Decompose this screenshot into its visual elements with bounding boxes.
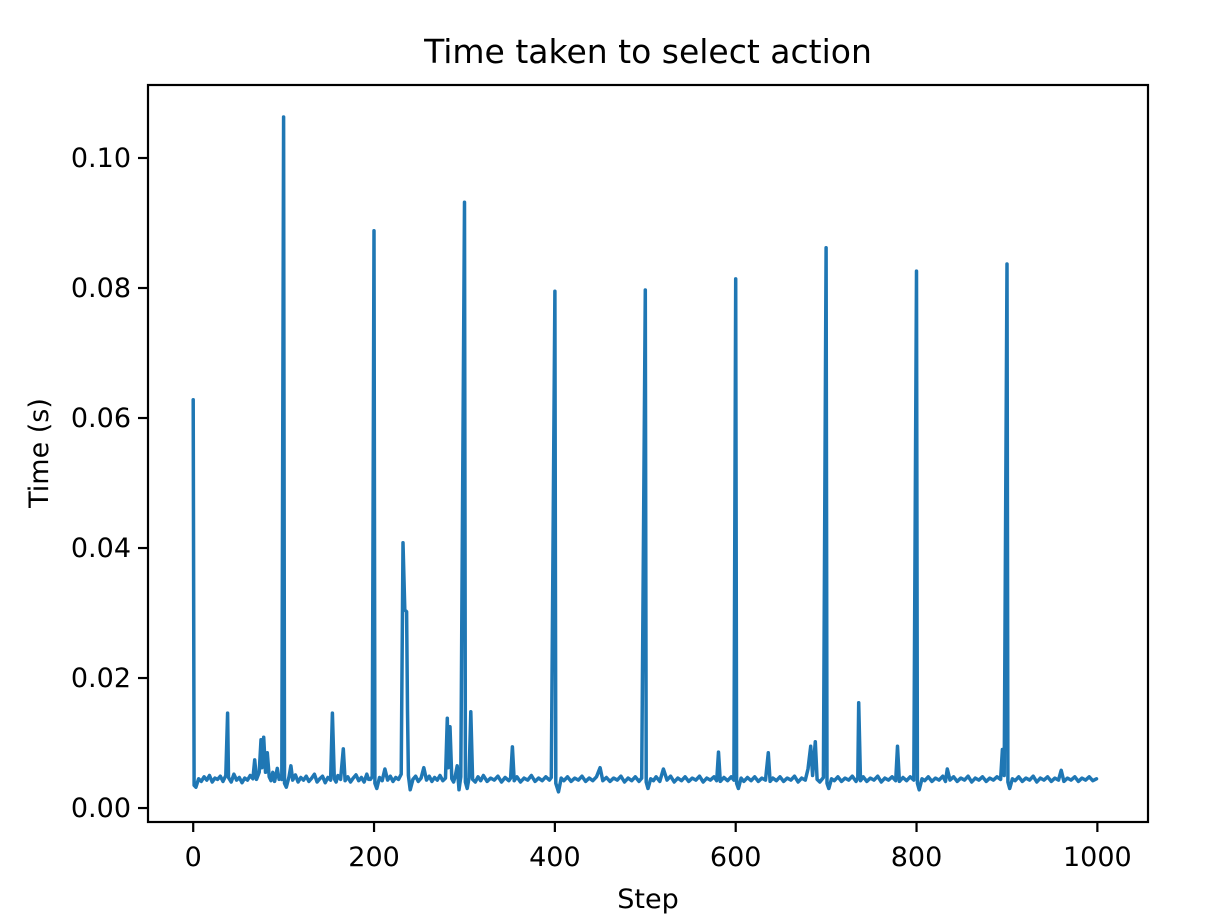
time-series-line bbox=[191, 115, 1099, 794]
plot-area-border bbox=[146, 83, 1150, 824]
x-tick-label: 600 bbox=[710, 842, 762, 873]
y-tick-label: 0.10 bbox=[71, 143, 131, 174]
data-series-layer bbox=[191, 115, 1099, 794]
y-tick-label: 0.00 bbox=[71, 793, 131, 824]
x-tick-label: 800 bbox=[891, 842, 943, 873]
y-tick-label: 0.06 bbox=[71, 403, 131, 434]
y-tick-label: 0.02 bbox=[71, 663, 131, 694]
axis-ticks: 0 200 400 600 800 1000 0.00 0.02 0.04 0.06 0.08 0.1… bbox=[71, 143, 1132, 873]
x-tick-label: 1000 bbox=[1063, 842, 1132, 873]
x-tick-label: 0 bbox=[185, 842, 202, 873]
x-tick-label: 400 bbox=[529, 842, 581, 873]
x-axis-label: Step bbox=[617, 884, 678, 915]
x-tick-label: 200 bbox=[348, 842, 400, 873]
y-tick-label: 0.08 bbox=[71, 273, 131, 304]
chart-title: Time taken to select action bbox=[423, 32, 872, 71]
y-tick-label: 0.04 bbox=[71, 533, 131, 564]
y-axis-label: Time (s) bbox=[24, 398, 55, 509]
